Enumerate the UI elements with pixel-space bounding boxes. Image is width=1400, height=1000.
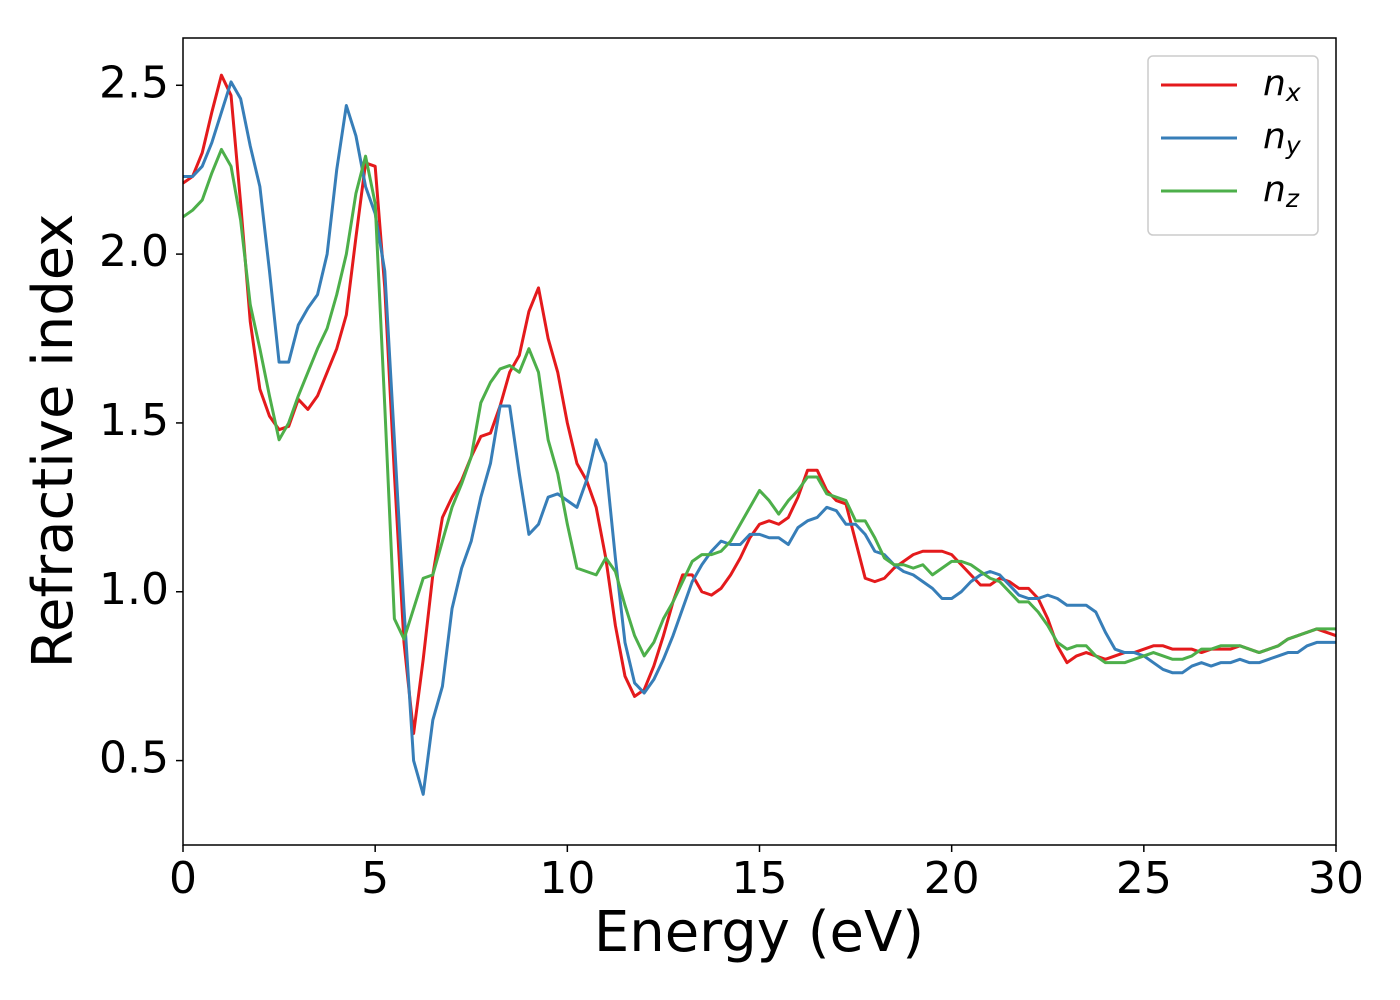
y-tick-label: 2.5 xyxy=(99,57,169,108)
x-tick-label: 30 xyxy=(1308,853,1364,904)
legend-label: ny xyxy=(1263,116,1302,160)
legend-label: nz xyxy=(1263,169,1300,213)
data-line xyxy=(183,73,1336,736)
x-tick-label: 15 xyxy=(732,853,788,904)
data-line xyxy=(183,147,1336,665)
y-tick-label: 0.5 xyxy=(99,733,169,784)
y-axis-label: Refractive index xyxy=(21,214,86,669)
y-tick-label: 1.5 xyxy=(99,395,169,446)
x-axis-label: Energy (eV) xyxy=(594,900,924,965)
x-tick-label: 0 xyxy=(169,853,197,904)
x-tick-label: 20 xyxy=(924,853,980,904)
plot-frame xyxy=(182,37,1337,846)
legend-label: nx xyxy=(1263,63,1301,107)
y-tick-label: 1.0 xyxy=(99,564,169,615)
x-tick-label: 10 xyxy=(539,853,595,904)
x-tick-label: 25 xyxy=(1116,853,1172,904)
y-tick-label: 2.0 xyxy=(99,226,169,277)
x-tick-label: 5 xyxy=(361,853,389,904)
